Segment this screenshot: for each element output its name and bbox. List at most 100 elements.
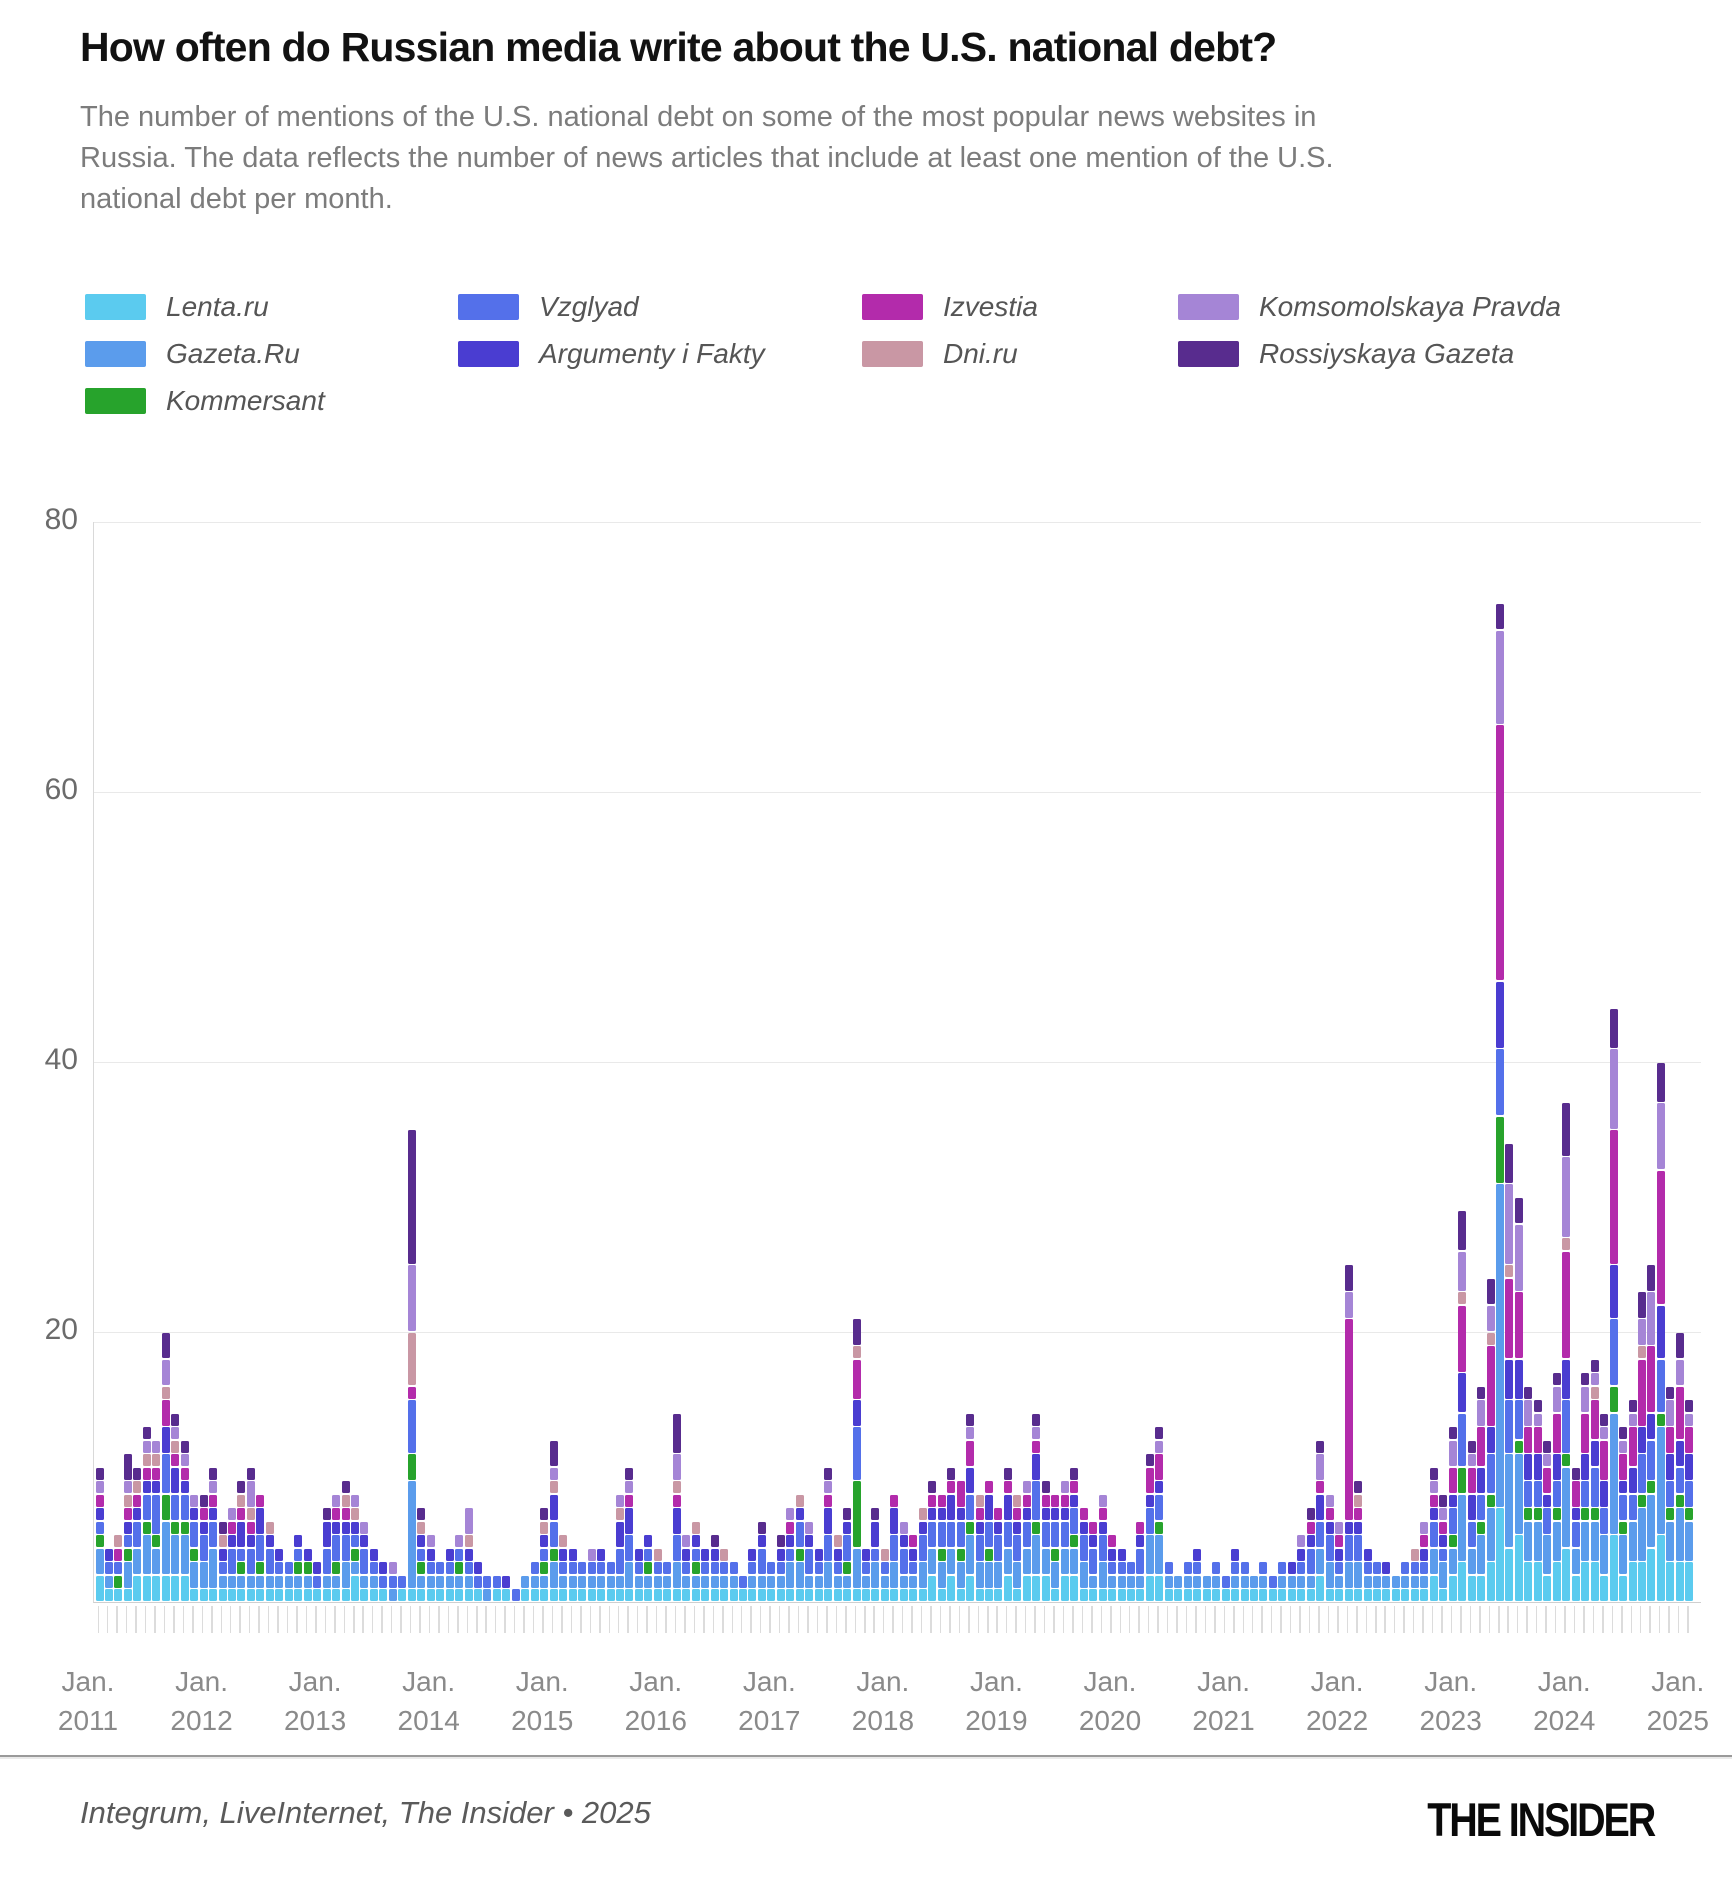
bar-segment [644,1562,653,1574]
bar-segment [237,1494,246,1507]
bar-segment [483,1589,492,1601]
bar-segment [180,1521,189,1534]
bar-segment [1609,1535,1618,1601]
bar-segment [1675,1359,1684,1385]
x-minor-tick [315,1606,317,1633]
bar-segment [1420,1575,1429,1588]
x-minor-tick [248,1606,251,1633]
x-minor-tick [239,1606,241,1633]
bar-segment [1089,1521,1098,1534]
bar-segment [265,1521,274,1534]
bar-segment [994,1562,1003,1588]
bar-segment [1316,1481,1325,1493]
x-minor-tick [125,1606,128,1633]
bar-segment [1212,1575,1221,1588]
bar-segment [786,1535,795,1547]
bar-segment [530,1575,539,1588]
bar-segment [1420,1548,1429,1561]
x-tick-label: Jan. 2024 [1533,1666,1596,1736]
bar-segment [937,1548,946,1561]
bar-segment [171,1575,180,1601]
bar-segment [795,1494,804,1507]
bar-segment [1477,1575,1486,1601]
x-tick-label: Jan. 2019 [965,1666,1028,1736]
bar-segment [1401,1589,1410,1601]
bar-segment [540,1535,549,1547]
bar-segment [1032,1481,1041,1520]
legend-swatch [85,293,146,320]
bar-segment [209,1548,218,1588]
bar-segment [142,1440,151,1453]
bar-segment [1524,1562,1533,1601]
legend-item: Dni.ru [862,330,1178,377]
bar-segment [407,1386,416,1399]
bar-segment [1259,1589,1268,1601]
x-minor-tick [1611,1606,1614,1633]
bar-segment [1600,1440,1609,1480]
bar-segment [1628,1413,1637,1426]
bar-segment [265,1535,274,1547]
bar-segment [805,1589,814,1601]
bar-segment [1316,1575,1325,1601]
bar-segment [445,1548,454,1561]
bar-segment [360,1548,369,1574]
bar-segment [332,1589,341,1601]
x-tick-label: Jan. 2020 [1078,1666,1142,1736]
y-tick-label: 20 [44,1313,78,1346]
x-minor-tick [371,1606,374,1633]
bar-segment [795,1548,804,1561]
bar-segment [1562,1251,1571,1358]
bar-segment [1458,1292,1467,1304]
legend-item: Rossiyskaya Gazeta [1178,330,1561,377]
bar-segment [171,1413,180,1426]
bar-segment [899,1589,908,1601]
bar-segment [1637,1319,1646,1345]
bar-segment [559,1535,568,1547]
bar-segment [597,1589,606,1601]
bar-segment [1174,1575,1183,1588]
bar-segment [1354,1521,1363,1534]
bar-segment [1514,1440,1523,1453]
bar-segment [1022,1481,1031,1493]
x-minor-tick [655,1606,658,1633]
bar-segment [1051,1589,1060,1601]
bar-segment [1155,1427,1164,1439]
bar-segment [966,1467,975,1493]
bar-segment [928,1481,937,1493]
bar-segment [1003,1575,1012,1601]
bar-segment [95,1481,104,1493]
x-minor-tick [740,1606,743,1633]
bar-segment [322,1521,331,1547]
bar-segment [1420,1589,1429,1601]
bar-segment [294,1589,303,1601]
bar-segment [209,1508,218,1520]
bar-segment [568,1589,577,1601]
bar-segment [880,1562,889,1574]
bar-segment [1202,1575,1211,1588]
bar-segment [1533,1400,1542,1412]
x-tick-label: Jan. 2023 [1419,1666,1482,1736]
bar-segment [852,1359,861,1399]
bar-segment [161,1400,170,1426]
bar-segment [95,1467,104,1480]
bar-segment [1514,1400,1523,1439]
bar-segment [1032,1575,1041,1601]
bar-segment [899,1535,908,1547]
bar-segment [218,1535,227,1547]
bar-segment [1325,1521,1334,1534]
bar-segment [1656,1535,1665,1601]
x-minor-tick [1166,1606,1169,1633]
bar-segment [1656,1359,1665,1412]
legend-label: Argumenty i Fakty [539,337,765,369]
bar-segment [729,1589,738,1601]
bar-segment [246,1521,255,1534]
bar-segment [1344,1535,1353,1561]
bar-segment [445,1575,454,1588]
bar-segment [1183,1562,1192,1574]
bar-segment [634,1589,643,1601]
bar-segment [1401,1575,1410,1588]
legend-item: Kommersant [85,377,458,424]
bar-segment [1637,1508,1646,1561]
y-tick-label: 40 [44,1043,78,1076]
legend-swatch [862,293,923,320]
